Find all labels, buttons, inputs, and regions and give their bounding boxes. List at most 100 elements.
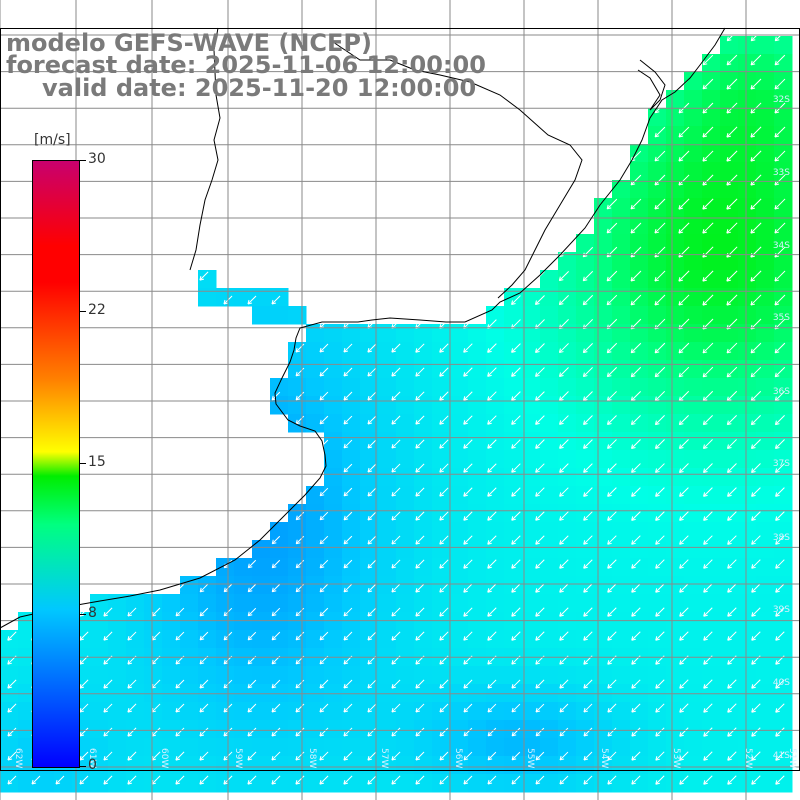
wind-arrow xyxy=(175,679,185,689)
wind-arrow xyxy=(654,294,666,306)
wind-arrow xyxy=(606,222,618,234)
wind-arrow xyxy=(631,679,641,689)
wind-arrow xyxy=(511,463,521,473)
wind-arrow xyxy=(559,679,569,689)
wind-arrow xyxy=(726,294,738,306)
wind-arrow xyxy=(679,631,689,641)
wind-arrow xyxy=(607,583,617,593)
wind-arrow xyxy=(630,342,642,354)
wind-arrow xyxy=(247,295,257,305)
wind-arrow xyxy=(655,559,665,569)
wind-arrow xyxy=(439,463,449,473)
wind-arrow xyxy=(487,463,497,473)
wind-arrow xyxy=(679,583,689,593)
wind-arrow xyxy=(559,367,569,377)
wind-arrow xyxy=(559,391,569,401)
wind-arrow xyxy=(127,775,137,785)
wind-arrow xyxy=(343,775,353,785)
wind-arrow xyxy=(199,679,209,689)
wind-arrow xyxy=(655,703,665,713)
wind-arrow xyxy=(727,511,737,521)
wind-arrow xyxy=(679,775,689,785)
wind-arrow xyxy=(583,751,593,761)
wind-arrow xyxy=(343,679,353,689)
wind-arrow xyxy=(678,439,689,450)
wind-arrow xyxy=(439,751,449,761)
wind-arrow xyxy=(774,30,786,42)
wind-arrow xyxy=(343,535,353,545)
wind-arrow xyxy=(606,294,618,306)
wind-arrow xyxy=(487,631,497,641)
wind-arrow xyxy=(415,727,425,737)
longitude-label: 60W xyxy=(159,748,169,768)
wind-arrow xyxy=(343,559,353,569)
wind-arrow xyxy=(655,487,665,497)
wind-arrow xyxy=(439,367,449,377)
wind-arrow xyxy=(199,751,209,761)
wind-arrow xyxy=(367,559,377,569)
wind-arrow xyxy=(391,463,401,473)
coastline xyxy=(0,27,726,629)
wind-arrow xyxy=(607,559,617,569)
wind-arrow xyxy=(319,679,329,689)
colorbar-label: 22 xyxy=(88,302,106,318)
wind-arrow xyxy=(727,463,737,473)
wind-arrow xyxy=(631,487,641,497)
wind-arrow xyxy=(511,295,521,305)
wind-arrow xyxy=(678,222,690,234)
wind-arrow xyxy=(511,487,521,497)
wind-arrow xyxy=(319,607,329,617)
wind-arrow xyxy=(535,415,545,425)
wind-arrow xyxy=(319,703,329,713)
wind-arrow xyxy=(679,607,689,617)
wind-arrow xyxy=(463,343,473,353)
wind-arrow xyxy=(607,703,617,713)
wind-arrow xyxy=(247,679,257,689)
wind-arrow xyxy=(295,607,305,617)
wind-arrow xyxy=(607,727,617,737)
colorbar-tick xyxy=(79,160,86,161)
wind-arrow xyxy=(103,727,113,737)
wind-arrow xyxy=(439,487,449,497)
wind-arrow xyxy=(391,751,401,761)
wind-arrow xyxy=(751,511,761,521)
wind-arrow xyxy=(583,463,593,473)
wind-arrow xyxy=(415,583,425,593)
wind-arrow xyxy=(750,30,762,42)
wind-arrow xyxy=(559,775,569,785)
wind-arrow xyxy=(511,727,521,737)
wind-arrow xyxy=(654,198,666,210)
wind-arrow xyxy=(679,727,689,737)
wind-arrow xyxy=(727,583,737,593)
wind-arrow xyxy=(199,271,209,281)
wind-arrow xyxy=(654,270,666,282)
wind-arrow xyxy=(367,703,377,713)
wind-arrow xyxy=(295,367,305,377)
wind-arrow xyxy=(702,198,714,210)
wind-arrow xyxy=(367,439,377,449)
wind-arrow xyxy=(367,415,377,425)
wind-arrow xyxy=(583,583,593,593)
wind-arrow xyxy=(631,775,641,785)
wind-arrow xyxy=(415,679,425,689)
wind-arrow xyxy=(343,583,353,593)
wind-arrow xyxy=(606,342,618,354)
wind-arrow xyxy=(751,751,761,761)
wind-arrow xyxy=(343,607,353,617)
wind-arrow xyxy=(774,54,786,66)
wind-arrow xyxy=(654,342,666,354)
wind-arrow xyxy=(367,511,377,521)
wind-arrow xyxy=(343,391,353,401)
wind-arrow xyxy=(511,391,521,401)
wind-arrow xyxy=(367,343,377,353)
wind-arrow xyxy=(559,511,569,521)
wind-arrow xyxy=(463,511,473,521)
longitude-label: 61W xyxy=(87,748,97,768)
wind-arrow xyxy=(631,703,641,713)
wind-arrow xyxy=(583,775,593,785)
wind-arrow xyxy=(774,150,786,162)
wind-arrow xyxy=(271,775,281,785)
wind-arrow xyxy=(655,607,665,617)
wind-arrow xyxy=(678,246,690,258)
wind-arrow xyxy=(127,679,137,689)
